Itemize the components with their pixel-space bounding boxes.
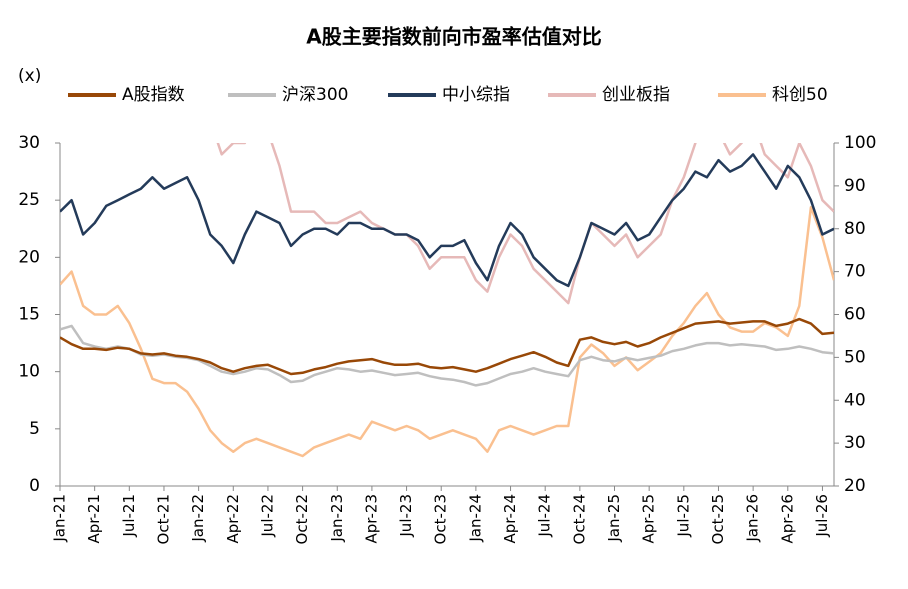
y2-tick-label: 40 [844,390,866,410]
x-tick-label: Jul-25 [674,494,692,538]
y2-tick-label: 80 [844,219,866,239]
y-tick-label: 30 [18,133,40,153]
y-tick-label: 25 [18,190,40,210]
y-tick-label: 10 [18,362,40,382]
series-line [60,153,834,288]
y2-tick-label: 50 [844,347,866,367]
y2-tick-label: 30 [844,433,866,453]
legend-label: 科创50 [772,85,828,105]
x-tick-label: Jul-24 [536,494,554,538]
x-tick-label: Jan-22 [189,494,207,543]
y2-tick-label: 70 [844,262,866,282]
series-line [216,143,834,305]
x-tick-label: Apr-24 [501,494,519,543]
x-tick-label: Jan-24 [466,494,484,543]
x-tick-label: Apr-22 [224,494,242,544]
legend: A股指数 沪深300 中小综指 创业板指 科创50 [68,85,828,105]
y2-tick-label: 90 [844,176,866,196]
y-tick-label: 0 [29,476,40,496]
y2-tick-label: 60 [844,305,866,325]
legend-label: A股指数 [122,85,185,105]
x-tick-label: Jan-23 [328,494,346,543]
chart-title: A股主要指数前向市盈率估值对比 [306,25,601,49]
x-tick-label: Jan-21 [51,494,69,543]
x-tick-label: Apr-26 [778,494,796,544]
x-tick-label: Jul-23 [397,494,415,538]
y2-tick-label: 100 [844,133,876,153]
x-tick-label: Jul-21 [120,494,138,538]
y-tick-label: 15 [18,305,40,325]
series-line [60,206,834,458]
x-tick-label: Jan-25 [605,494,623,543]
x-tick-label: Oct-25 [709,494,727,544]
series-line [60,317,834,376]
x-tick-label: Apr-23 [362,494,380,544]
legend-label: 创业板指 [602,85,670,105]
y-tick-label: 20 [18,247,40,267]
y-axis-unit: (x) [18,66,41,86]
axes: 0 5 10 15 20 25 30 20 30 40 50 60 70 80 90 100 Jan-21 Apr… [18,133,876,544]
x-tick-label: Oct-21 [154,494,172,544]
x-tick-label: Apr-25 [640,494,658,544]
x-tick-label: Oct-23 [432,494,450,544]
y2-tick-label: 20 [844,476,866,496]
legend-label: 中小综指 [442,85,510,105]
plot-area [60,143,834,458]
x-tick-label: Jan-26 [744,494,762,543]
x-tick-label: Jul-22 [258,494,276,538]
y-tick-label: 5 [29,419,40,439]
x-tick-label: Oct-22 [293,494,311,544]
legend-label: 沪深300 [282,85,348,105]
x-tick-label: Apr-21 [85,494,103,544]
x-tick-label: Oct-24 [570,494,588,544]
x-tick-label: Jul-26 [813,494,831,538]
